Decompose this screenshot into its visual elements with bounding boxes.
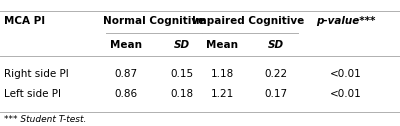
Text: 0.87: 0.87 (114, 69, 138, 79)
Text: Normal Cognitive: Normal Cognitive (103, 16, 205, 26)
Text: Mean: Mean (110, 40, 142, 50)
Text: Right side PI: Right side PI (4, 69, 69, 79)
Text: p-value***: p-value*** (316, 16, 376, 26)
Text: Mean: Mean (206, 40, 238, 50)
Text: 0.18: 0.18 (170, 89, 194, 99)
Text: 1.21: 1.21 (210, 89, 234, 99)
Text: 0.22: 0.22 (264, 69, 288, 79)
Text: 0.86: 0.86 (114, 89, 138, 99)
Text: SD: SD (268, 40, 284, 50)
Text: 0.17: 0.17 (264, 89, 288, 99)
Text: <0.01: <0.01 (330, 89, 362, 99)
Text: SD: SD (174, 40, 190, 50)
Text: MCA PI: MCA PI (4, 16, 45, 26)
Text: *** Student T-test.: *** Student T-test. (4, 115, 86, 124)
Text: <0.01: <0.01 (330, 69, 362, 79)
Text: 0.15: 0.15 (170, 69, 194, 79)
Text: Left side PI: Left side PI (4, 89, 61, 99)
Text: Impaired Cognitive: Impaired Cognitive (192, 16, 304, 26)
Text: 1.18: 1.18 (210, 69, 234, 79)
